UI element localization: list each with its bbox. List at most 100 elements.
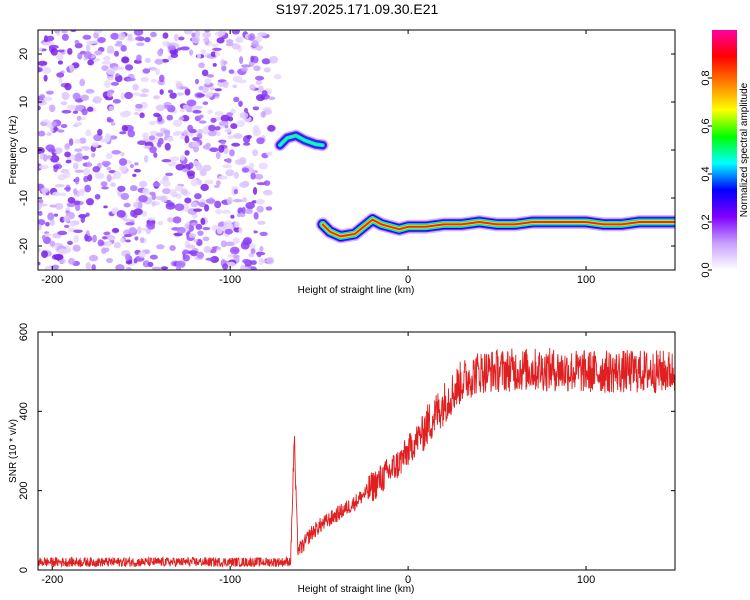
noise-blob (248, 33, 256, 41)
noise-blob (196, 93, 206, 98)
spectrogram-x-label: Height of straight line (km) (298, 285, 415, 296)
noise-blob (147, 217, 156, 221)
noise-blob (111, 149, 122, 155)
noise-blob (86, 106, 94, 112)
noise-blob (56, 72, 65, 78)
noise-blob (147, 222, 156, 230)
noise-blob (254, 75, 265, 81)
noise-blob (53, 30, 61, 34)
noise-blob (265, 206, 273, 211)
noise-blob (186, 99, 197, 107)
noise-blob (149, 254, 158, 260)
noise-blob (214, 88, 222, 92)
noise-blob (77, 52, 83, 60)
noise-blob (191, 35, 200, 44)
noise-blob (240, 242, 250, 250)
noise-blob (53, 213, 59, 217)
noise-blob (72, 244, 81, 252)
noise-blob (166, 136, 174, 142)
noise-blob (152, 182, 161, 187)
noise-blob (118, 165, 128, 172)
noise-blob (102, 236, 108, 240)
noise-blob (232, 199, 243, 203)
noise-blob (153, 95, 160, 100)
noise-blob (249, 84, 256, 91)
noise-blob (38, 224, 42, 231)
noise-blob (254, 173, 264, 180)
noise-blob (92, 166, 101, 173)
noise-blob (240, 264, 245, 270)
noise-blob (74, 148, 83, 152)
noise-blob (231, 30, 240, 35)
noise-blob (220, 59, 225, 67)
noise-blob (48, 44, 59, 49)
noise-blob (76, 115, 82, 121)
noise-blob (106, 45, 115, 54)
noise-blob (101, 247, 107, 255)
noise-blob (194, 78, 200, 85)
noise-blob (207, 130, 218, 137)
noise-blob (38, 210, 43, 216)
figure-title: S197.2025.171.09.30.E21 (276, 1, 439, 17)
noise-blob (41, 42, 52, 46)
noise-blob (184, 197, 192, 204)
noise-blob (189, 133, 194, 137)
noise-blob (38, 248, 41, 252)
noise-blob (121, 56, 130, 64)
y-tick-label: 10 (18, 96, 30, 108)
noise-blob (207, 91, 214, 97)
noise-blob (174, 203, 185, 211)
noise-blob (61, 30, 68, 34)
y-tick-label: -10 (18, 190, 30, 206)
noise-blob (38, 47, 43, 52)
noise-blob (42, 119, 50, 123)
noise-blob (118, 32, 126, 41)
noise-blob (220, 240, 228, 248)
noise-blob (142, 187, 150, 196)
noise-blob (183, 30, 193, 35)
noise-blob (136, 54, 142, 62)
noise-blob (103, 231, 111, 236)
noise-blob (72, 162, 79, 170)
noise-blob (67, 197, 76, 204)
noise-blob (68, 257, 75, 265)
noise-blob (258, 45, 264, 50)
noise-blob (87, 59, 94, 66)
noise-blob (184, 135, 190, 144)
noise-blob (67, 240, 73, 246)
noise-blob (214, 200, 222, 209)
noise-blob (38, 67, 43, 73)
noise-blob (124, 234, 133, 238)
noise-blob (224, 128, 232, 133)
noise-blob (167, 217, 174, 223)
noise-blob (161, 58, 170, 63)
noise-blob (226, 112, 234, 117)
noise-blob (64, 151, 71, 158)
noise-blob (86, 161, 92, 168)
noise-blob (195, 238, 203, 247)
noise-blob (49, 125, 55, 132)
noise-blob (46, 155, 52, 160)
noise-blob (256, 205, 264, 213)
snr-series-line (38, 348, 675, 568)
noise-blob (228, 69, 235, 74)
noise-blob (103, 162, 109, 168)
noise-blob (57, 60, 64, 65)
noise-blob (85, 44, 91, 52)
noise-blob (209, 87, 216, 91)
noise-blob (75, 152, 83, 161)
noise-blob (266, 151, 273, 156)
noise-blob (231, 43, 241, 50)
noise-blob (117, 185, 126, 192)
noise-blob (235, 36, 244, 44)
noise-blob (214, 50, 220, 57)
noise-blob (176, 265, 182, 270)
noise-blob (141, 88, 150, 93)
noise-blob (212, 62, 217, 67)
noise-blobs (38, 30, 282, 270)
noise-blob (125, 64, 134, 71)
noise-blob (233, 96, 240, 103)
noise-blob (106, 91, 113, 98)
noise-blob (166, 114, 174, 121)
x-tick-label: -100 (219, 574, 241, 586)
